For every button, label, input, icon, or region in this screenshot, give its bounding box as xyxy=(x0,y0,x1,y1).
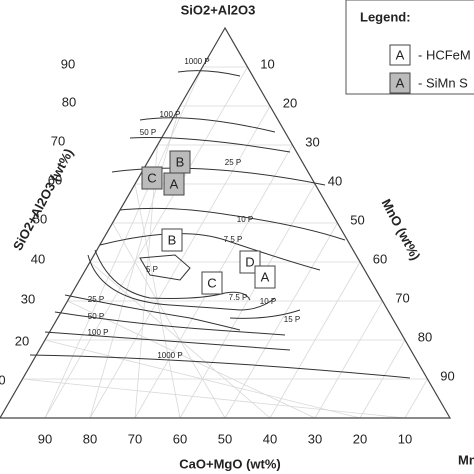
left-tick-label: 20 xyxy=(15,333,29,348)
sample-box xyxy=(201,271,223,295)
contour-line xyxy=(54,311,286,336)
contour-line xyxy=(87,254,276,311)
sample-label: B xyxy=(176,154,185,169)
contour-line xyxy=(229,309,301,319)
right-tick-label: 10 xyxy=(260,56,274,71)
grid-line xyxy=(89,261,271,419)
bottom-tick-label: 90 xyxy=(38,431,52,446)
contour-line xyxy=(94,249,251,301)
contour-line xyxy=(44,331,291,351)
legend-symbol-text: A xyxy=(396,47,405,62)
bottom-tick-label: 80 xyxy=(83,431,97,446)
right-tick-label: 60 xyxy=(373,251,387,266)
contour-line xyxy=(99,233,321,271)
right-tick-label: 40 xyxy=(328,173,342,188)
grid-line xyxy=(44,339,361,419)
contour-label: 10 P xyxy=(260,297,276,306)
legend-label: - SiMn S xyxy=(418,75,468,90)
legend: Legend: A - HCFeM A - SiMn S xyxy=(345,0,474,95)
sample-label: B xyxy=(168,232,177,247)
left-tick-label: 80 xyxy=(62,94,76,109)
sample-box xyxy=(141,166,163,190)
sample-label: D xyxy=(245,254,254,269)
grid-line xyxy=(269,261,361,419)
contour-line xyxy=(177,70,241,77)
legend-symbol xyxy=(389,72,411,94)
left-tick-label: 60 xyxy=(48,172,62,187)
bottom-tick-label: 60 xyxy=(173,431,187,446)
right-tick-label: 50 xyxy=(350,212,364,227)
contours xyxy=(29,70,411,379)
bottom-tick-label: 40 xyxy=(263,431,277,446)
right-tick-label: 70 xyxy=(395,290,409,305)
contour-label: 1000 P xyxy=(184,57,209,66)
right-tick-label: 30 xyxy=(305,134,319,149)
left-tick-label: 30 xyxy=(21,291,35,306)
contour-line xyxy=(139,254,191,281)
grid-line xyxy=(314,300,383,419)
sample-label: C xyxy=(207,275,216,290)
legend-label: - HCFeM xyxy=(418,47,471,62)
left-label: SiO2+Al2O3 (wt%) xyxy=(10,146,76,253)
bottom-label: CaO+MgO (wt%) xyxy=(179,456,280,471)
sample-box xyxy=(161,228,183,252)
bottom-tick-label: 70 xyxy=(128,431,142,446)
contour-line xyxy=(29,354,411,379)
contour-label: 7.5 P xyxy=(224,235,243,244)
grid-line xyxy=(67,300,316,419)
sample-label: A xyxy=(170,176,179,191)
sample-box xyxy=(163,172,185,196)
contour-line xyxy=(119,207,346,241)
contour-line xyxy=(111,167,326,186)
bottom-tick-label: 10 xyxy=(398,431,412,446)
contour-label: 100 P xyxy=(88,328,109,337)
right-tick-label: 80 xyxy=(418,329,432,344)
contour-label: 5 P xyxy=(146,265,158,274)
contour-label: 50 P xyxy=(88,312,104,321)
grid-line xyxy=(224,222,338,419)
contour-label: 7.5 P xyxy=(229,293,248,302)
legend-symbol-text: A xyxy=(396,75,405,90)
left-tick-label: 0 xyxy=(0,372,6,387)
sample-label: A xyxy=(261,269,270,284)
bottom-tick-label: 50 xyxy=(218,431,232,446)
corner-label: Mn xyxy=(458,452,474,467)
top-label: SiO2+Al2O3 xyxy=(181,2,256,17)
triangle-frame xyxy=(0,26,452,419)
contour-label: 25 P xyxy=(88,295,104,304)
grid xyxy=(22,66,428,419)
contour-label: 10 P xyxy=(237,215,253,224)
contour-line xyxy=(64,294,241,331)
bottom-tick-label: 20 xyxy=(353,431,367,446)
left-tick-label: 40 xyxy=(31,251,45,266)
contour-label: 100 P xyxy=(160,110,181,119)
grid-line xyxy=(112,222,226,419)
contour-label: 15 P xyxy=(284,315,300,324)
bottom-tick-label: 30 xyxy=(308,431,322,446)
contour-label: 50 P xyxy=(140,128,156,137)
contour-label: 25 P xyxy=(225,158,241,167)
grid-line xyxy=(359,339,406,419)
legend-title: Legend: xyxy=(360,9,411,24)
legend-symbol xyxy=(389,44,411,66)
right-tick-label: 20 xyxy=(283,95,297,110)
contour-line xyxy=(129,137,291,153)
contour-line xyxy=(139,117,276,133)
left-tick-label: 50 xyxy=(33,211,47,226)
contour-label: 1000 P xyxy=(157,351,182,360)
sample-box xyxy=(254,265,276,289)
grid-line xyxy=(404,378,428,419)
left-tick-label: 70 xyxy=(51,133,65,148)
sample-label: C xyxy=(147,170,156,185)
grid-line xyxy=(22,378,406,419)
left-tick-label: 90 xyxy=(61,56,75,71)
right-tick-label: 90 xyxy=(440,368,454,383)
